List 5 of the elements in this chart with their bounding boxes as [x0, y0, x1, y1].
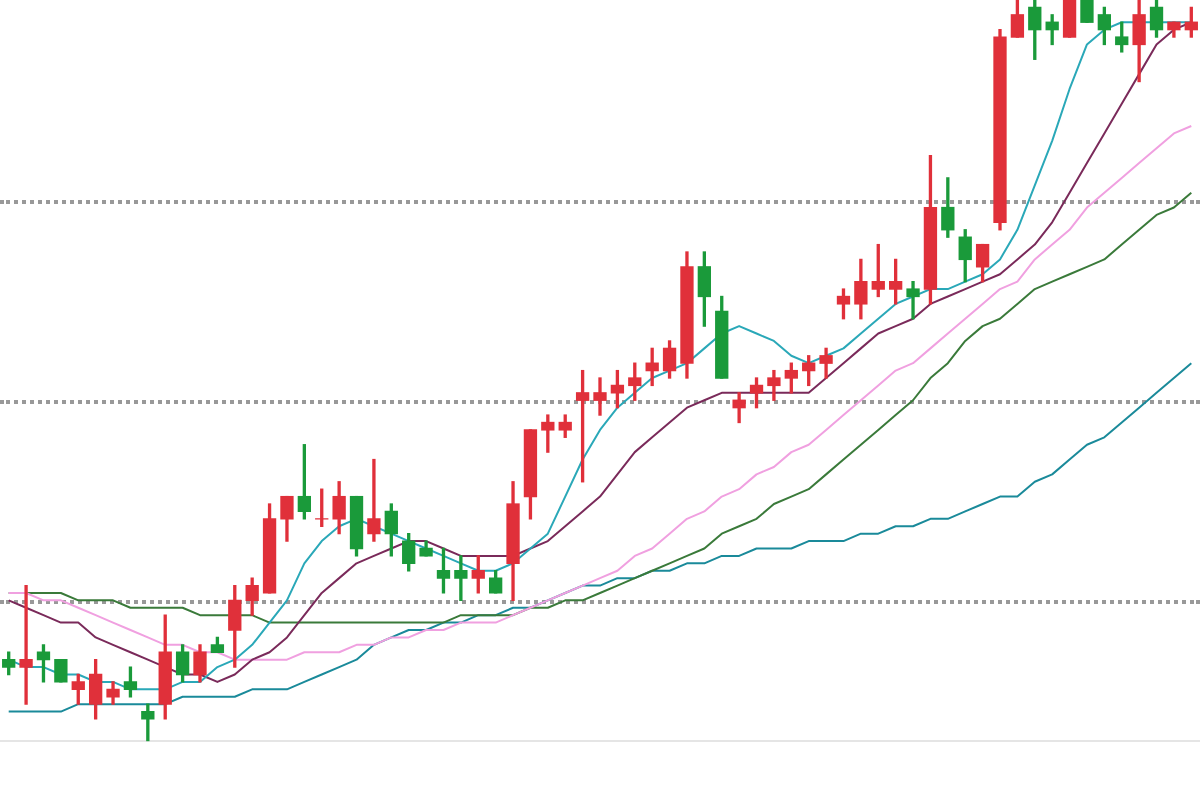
candlestick	[593, 377, 607, 416]
candlestick	[367, 458, 381, 542]
candlestick	[906, 281, 920, 320]
candlestick	[19, 584, 33, 705]
candlestick	[454, 555, 468, 602]
